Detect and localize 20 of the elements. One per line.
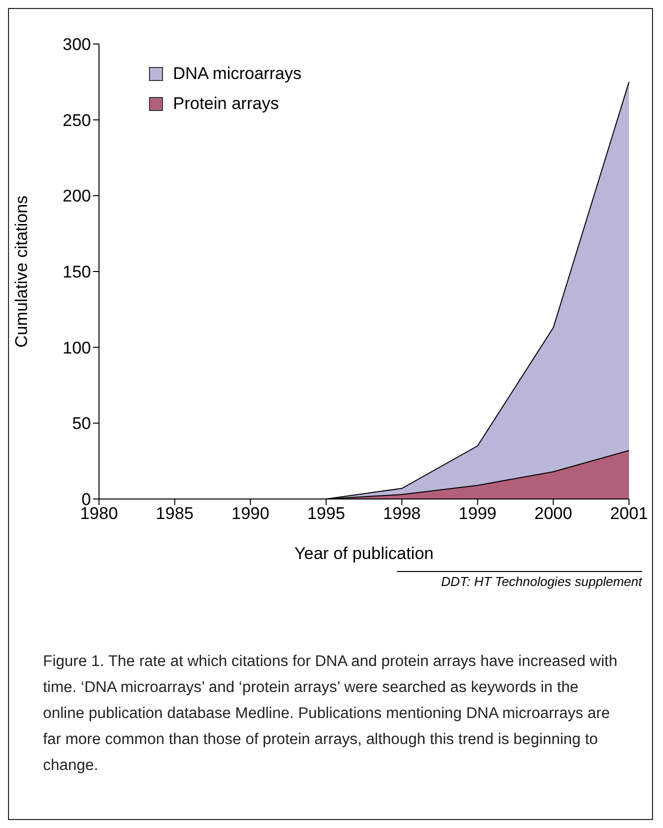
y-tick-label: 150 [62,262,91,282]
caption: Figure 1. The rate at which citations for DNA and protein arrays have increased with time. ‘DNA microarrays’ and ‘protein arrays’ were searched as keywords in the online publication database Medline. Publications mentioning DNA microarrays are far more common than those of protein arrays, although this trend is beginning to change. [43,652,618,776]
y-tick-label: 250 [62,110,91,130]
text: DDT: HT Technologies supplement [397,571,642,589]
y-tick-label: 300 [62,35,91,54]
x-tick-label: 1990 [232,504,270,524]
x-tick-label: 1995 [307,504,346,524]
x-tick-label: 1985 [156,504,194,524]
y-axis-title: Cumulative citations [12,195,32,348]
legend-label: DNA microarrays [173,63,302,85]
x-axis-title: Year of publication [294,544,434,563]
y-tick-label: 100 [62,338,91,358]
x-tick-label: 2001 [610,504,648,524]
x-tick-label: 1980 [80,504,118,524]
y-tick-label: 50 [72,414,91,434]
x-tick-label: 2000 [534,504,572,524]
x-tick-label: 1998 [382,504,421,524]
x-tick-label: 1999 [458,504,496,524]
legend-label: Protein arrays [173,93,279,115]
y-tick-label: 200 [62,186,91,206]
